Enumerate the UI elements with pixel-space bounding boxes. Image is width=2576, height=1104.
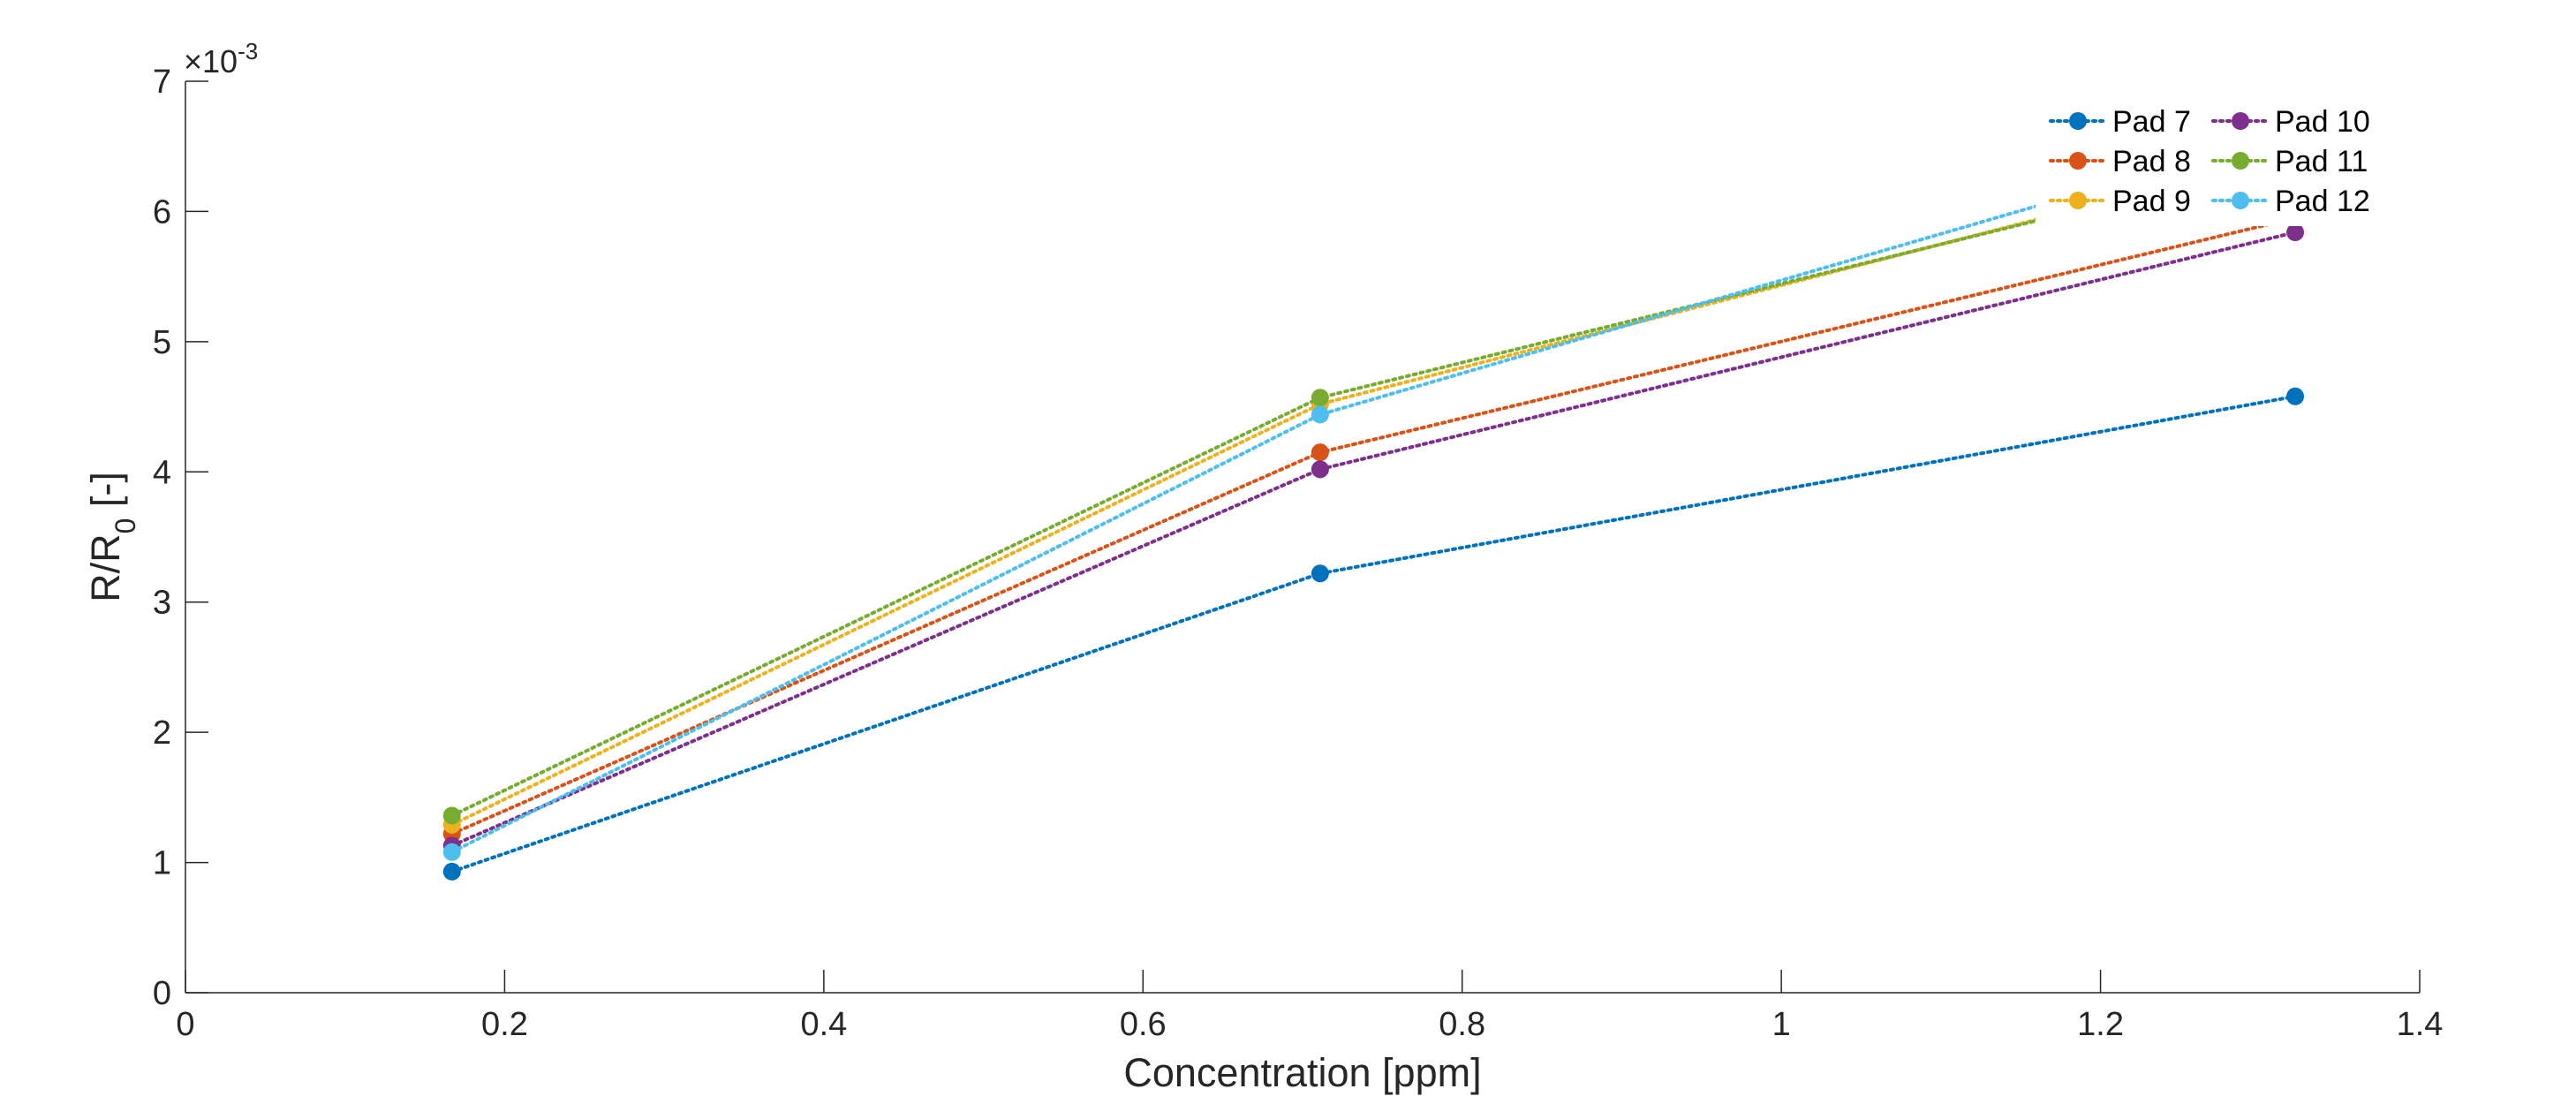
axes-frame: [185, 81, 2420, 994]
legend-item-pad-11: Pad 11: [2211, 145, 2368, 178]
x-axis-ticks: 0 0.2 0.4 0.6 0.8 1 1.2 1.4: [176, 970, 2443, 1043]
x-tick-label: 0.4: [800, 1006, 847, 1043]
x-tick-label: 0: [176, 1006, 194, 1043]
data-point-pad-11: [442, 806, 461, 825]
series-line-pad-9: [449, 151, 2298, 827]
series-line-pad-7: [449, 394, 2298, 873]
x-tick-label: 0.6: [1120, 1006, 1167, 1043]
series-pad-9: [442, 144, 2305, 834]
y-tick-label: 7: [153, 64, 171, 101]
y-tick-label: 5: [153, 324, 171, 361]
data-point-pad-7: [2286, 387, 2305, 405]
series-line-pad-12: [449, 129, 2298, 854]
series-line-pad-11: [449, 155, 2298, 818]
y-tick-label: 0: [153, 975, 171, 1012]
legend-label: Pad 7: [2112, 105, 2191, 139]
legend-item-pad-10: Pad 10: [2211, 105, 2370, 139]
legend-marker-swatch: [2232, 192, 2249, 209]
y-exponent-label: ×10-3: [184, 38, 258, 79]
data-point-pad-12: [442, 843, 461, 861]
y-exponent-power: -3: [238, 38, 258, 64]
legend-item-pad-9: Pad 9: [2049, 185, 2191, 218]
series-line-pad-8: [449, 216, 2298, 836]
series-pad-7: [442, 387, 2305, 881]
series-layer: [442, 122, 2305, 881]
legend-marker-swatch: [2069, 112, 2087, 130]
y-axis-title-subscript: 0: [110, 518, 141, 534]
x-tick-label: 1.2: [2077, 1006, 2124, 1043]
data-point-pad-7: [1311, 564, 1329, 583]
legend: Pad 7 Pad 8 Pad 9 Pad 10 Pad 11 Pad 12: [2036, 95, 2406, 226]
data-point-pad-11: [1311, 389, 1329, 407]
y-axis-title-main: R/R: [83, 533, 128, 602]
legend-marker-swatch: [2069, 192, 2087, 209]
legend-item-pad-8: Pad 8: [2049, 145, 2191, 178]
data-point-pad-7: [442, 862, 461, 881]
y-axis-title-tail: [-]: [83, 472, 128, 518]
x-tick-label: 0.2: [481, 1006, 528, 1043]
legend-label: Pad 10: [2275, 105, 2370, 139]
legend-label: Pad 11: [2275, 145, 2368, 178]
data-point-pad-10: [2286, 223, 2305, 242]
legend-label: Pad 9: [2112, 185, 2191, 218]
legend-marker-swatch: [2069, 152, 2087, 170]
y-tick-label: 4: [153, 454, 171, 491]
legend-item-pad-12: Pad 12: [2211, 185, 2370, 218]
y-tick-label: 1: [153, 845, 171, 882]
data-point-pad-12: [1311, 405, 1329, 424]
series-pad-8: [442, 208, 2305, 843]
series-line-pad-10: [449, 231, 2298, 848]
y-exponent-base: ×10: [184, 43, 238, 79]
series-pad-12: [442, 122, 2305, 861]
legend-label: Pad 8: [2112, 145, 2191, 178]
y-axis-title: R/R0 [-]: [83, 472, 141, 602]
legend-item-pad-7: Pad 7: [2049, 105, 2191, 139]
legend-marker-swatch: [2232, 112, 2249, 130]
series-pad-11: [442, 147, 2305, 825]
x-tick-label: 0.8: [1439, 1006, 1485, 1043]
data-point-pad-8: [1311, 443, 1329, 462]
x-axis-title: Concentration [ppm]: [1123, 1050, 1481, 1095]
series-pad-10: [442, 223, 2305, 855]
y-axis-ticks: 0 1 2 3 4 5 6 7: [153, 64, 208, 1012]
legend-label: Pad 12: [2275, 185, 2370, 218]
x-tick-label: 1.4: [2397, 1006, 2444, 1043]
x-tick-label: 1: [1772, 1006, 1791, 1043]
data-point-pad-10: [1311, 460, 1329, 479]
y-tick-label: 3: [153, 585, 171, 622]
y-tick-label: 6: [153, 193, 171, 231]
legend-marker-swatch: [2232, 152, 2249, 170]
y-tick-label: 2: [153, 715, 171, 752]
